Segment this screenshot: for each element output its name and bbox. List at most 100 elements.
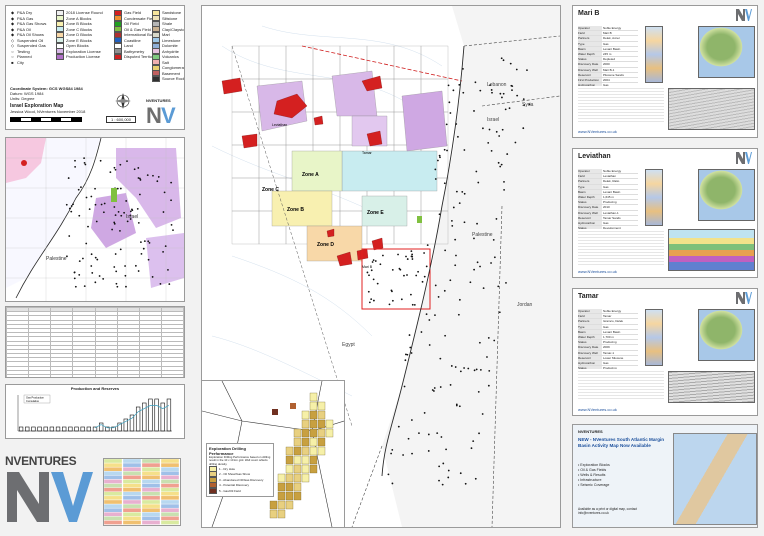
fact-value: Tamar Sands xyxy=(603,215,621,220)
drill-cell xyxy=(325,419,334,429)
well-marker xyxy=(95,220,98,223)
fact-value: Producing xyxy=(603,340,617,345)
well-symbol-icon: ◇ xyxy=(10,43,15,49)
fact-value: Gas xyxy=(603,184,609,189)
well-marker xyxy=(423,412,426,414)
well-marker xyxy=(408,334,411,336)
legend-label: 5 - Gas/Oil Field xyxy=(219,488,241,493)
drill-cell xyxy=(269,500,278,510)
well-marker xyxy=(73,271,76,274)
drill-cell xyxy=(293,437,302,447)
bar xyxy=(25,426,30,432)
well-marker xyxy=(116,285,119,288)
legend-label: Gas Field xyxy=(124,10,142,16)
well-marker xyxy=(376,282,379,285)
well-marker xyxy=(382,254,384,257)
legend-item: ■ City xyxy=(10,60,55,66)
drill-cell xyxy=(309,419,318,429)
well-marker xyxy=(94,203,97,206)
regional-label-israel: Israel xyxy=(126,214,138,220)
well-marker xyxy=(427,450,430,452)
well-marker xyxy=(147,258,150,261)
legend-item: ○ Testing xyxy=(10,49,55,55)
chart-legend xyxy=(23,394,51,404)
well-marker xyxy=(497,161,500,164)
well-marker xyxy=(467,367,470,370)
drill-cell xyxy=(301,419,310,429)
well-marker xyxy=(157,176,160,178)
well-marker xyxy=(463,221,466,224)
well-marker xyxy=(366,271,369,274)
drill-desc: Exploration Drilling Performance based o… xyxy=(209,455,271,466)
fact-value: 1,645 m xyxy=(603,194,614,199)
well-marker xyxy=(370,298,373,301)
drill-legend-rows: 1 - Dry Hole 2 - Oil Show/Gas Show 3 - Aba… xyxy=(209,465,271,494)
well-marker xyxy=(391,482,394,485)
well-marker xyxy=(370,269,373,272)
legend-item: ◆ P&A Oil Shows xyxy=(10,32,55,38)
well-marker xyxy=(458,405,461,408)
coord-line: Coordinate System: GCS WGS84 1984 xyxy=(10,86,83,91)
well-marker xyxy=(90,253,93,256)
legend-label: Exploration License xyxy=(66,48,101,54)
fact-value: Leviathan xyxy=(603,174,617,179)
fact-key: Water Depth xyxy=(578,51,602,57)
fact-value: Producing xyxy=(602,366,638,370)
fact-row: Basin Levant Basin xyxy=(578,189,638,195)
drill-cell xyxy=(277,473,286,483)
bar xyxy=(160,402,165,432)
strat-cell xyxy=(122,508,142,513)
well-marker xyxy=(146,174,149,177)
well-marker xyxy=(502,92,505,95)
zone-c-block xyxy=(341,150,438,192)
well-marker xyxy=(397,425,400,428)
well-marker xyxy=(140,241,142,243)
main-wells xyxy=(366,57,531,486)
fact-row: Discovery Well Mari B-1 xyxy=(578,67,638,73)
strat-cell xyxy=(160,467,180,472)
drill-cell xyxy=(309,428,318,438)
fact-row: Discovery Date 2009 xyxy=(578,345,638,351)
bullet-icon: • xyxy=(578,463,581,467)
well-marker xyxy=(156,180,159,183)
bar xyxy=(154,398,159,432)
well-marker xyxy=(473,369,476,372)
fact-value: 2000 xyxy=(603,62,610,67)
well-marker xyxy=(116,187,119,190)
well-marker xyxy=(487,141,490,144)
ad-bullet: • Wells & Results xyxy=(578,473,668,478)
well-marker xyxy=(98,275,101,277)
well-marker xyxy=(459,472,462,475)
bar xyxy=(49,426,55,432)
fact-key: Discovery Date xyxy=(578,205,602,210)
strat-cell xyxy=(160,512,180,517)
strat-cell xyxy=(160,459,180,464)
drill-cell xyxy=(301,410,310,420)
well-marker xyxy=(170,181,173,184)
drill-cell xyxy=(301,428,310,438)
strat-cell xyxy=(104,516,123,521)
fact-row: Type Gas xyxy=(578,41,638,47)
well-marker xyxy=(413,303,416,306)
strat-cell xyxy=(141,516,161,521)
fact-value: Pliocene Sands xyxy=(603,72,624,77)
legend-label: P&A Oil xyxy=(17,26,31,32)
drill-cell xyxy=(301,455,310,465)
well-marker xyxy=(102,211,105,214)
ad-bullet: • Oil & Gas Fields xyxy=(578,468,668,473)
well-marker xyxy=(452,206,455,209)
card-website: www.NVentures.co.uk xyxy=(578,129,617,134)
well-marker xyxy=(446,149,448,152)
cross-section-image xyxy=(668,229,755,271)
strat-cell xyxy=(141,503,161,509)
fact-key: Status xyxy=(578,340,602,345)
well-marker xyxy=(94,256,97,259)
fact-value: Leviathan-1 xyxy=(603,210,619,215)
legend-label: Limestone xyxy=(162,37,181,43)
drill-cell xyxy=(317,437,326,447)
bar xyxy=(123,418,128,432)
table-cell xyxy=(6,373,30,377)
well-marker xyxy=(117,211,120,213)
